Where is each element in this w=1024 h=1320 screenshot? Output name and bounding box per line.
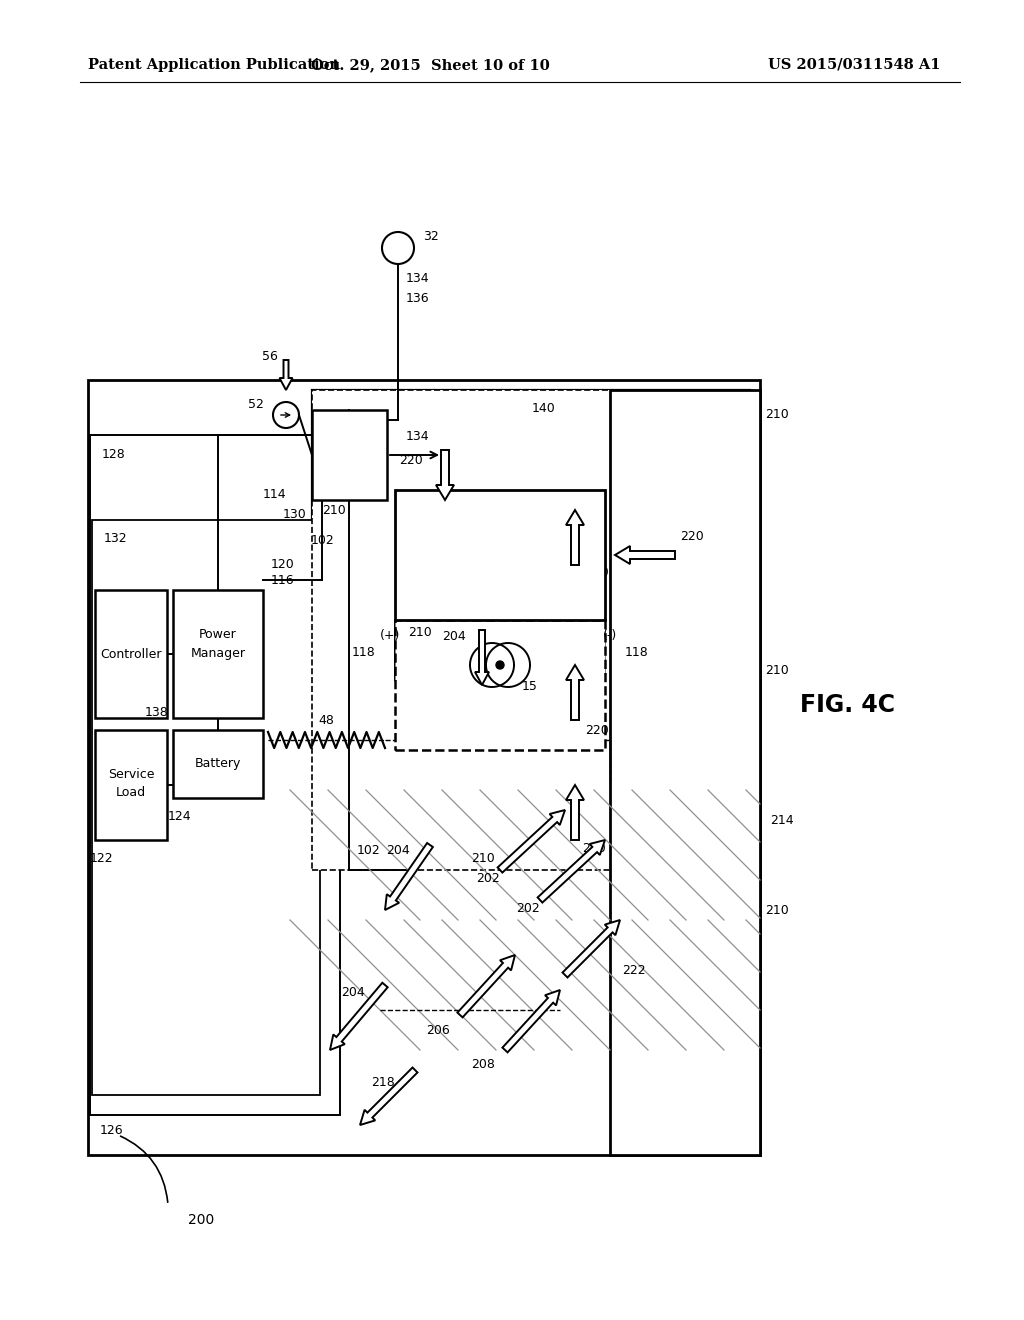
- Text: 220: 220: [582, 842, 606, 854]
- Text: Controller: Controller: [100, 648, 162, 660]
- Text: 140: 140: [532, 401, 556, 414]
- Text: 220: 220: [399, 454, 423, 466]
- Text: 222: 222: [622, 964, 645, 977]
- Polygon shape: [280, 360, 293, 389]
- Text: Manager: Manager: [190, 647, 246, 660]
- Text: 208: 208: [471, 1059, 495, 1072]
- Text: 220: 220: [585, 723, 608, 737]
- Text: 220: 220: [680, 531, 703, 544]
- Polygon shape: [436, 450, 454, 500]
- Polygon shape: [458, 954, 515, 1018]
- Text: Load: Load: [116, 787, 146, 800]
- Bar: [395, 490, 605, 620]
- Text: 48: 48: [318, 714, 334, 726]
- Text: 122: 122: [90, 851, 114, 865]
- Text: 126: 126: [100, 1123, 124, 1137]
- Text: US 2015/0311548 A1: US 2015/0311548 A1: [768, 58, 940, 73]
- Text: 52: 52: [248, 399, 264, 412]
- Polygon shape: [498, 810, 565, 873]
- Text: 202: 202: [476, 871, 500, 884]
- Text: 206: 206: [426, 1023, 450, 1036]
- Bar: [610, 389, 760, 1155]
- Text: Cell: Cell: [485, 553, 514, 568]
- Text: Service: Service: [108, 768, 155, 781]
- Text: 204: 204: [341, 986, 365, 998]
- Text: 56: 56: [262, 351, 278, 363]
- Text: 220: 220: [585, 566, 608, 579]
- Polygon shape: [360, 1068, 418, 1125]
- Text: 134: 134: [406, 272, 430, 285]
- Text: Oct. 29, 2015  Sheet 10 of 10: Oct. 29, 2015 Sheet 10 of 10: [310, 58, 549, 73]
- Text: 128: 128: [102, 449, 126, 462]
- Polygon shape: [330, 982, 388, 1049]
- Polygon shape: [385, 843, 433, 909]
- Text: Fuel: Fuel: [484, 532, 516, 548]
- Text: 120: 120: [271, 558, 295, 572]
- Text: 218: 218: [372, 1076, 395, 1089]
- Polygon shape: [615, 546, 675, 564]
- Text: Power: Power: [199, 628, 237, 642]
- Text: 204: 204: [442, 631, 466, 644]
- Polygon shape: [566, 510, 584, 565]
- Polygon shape: [566, 665, 584, 719]
- Text: 210: 210: [322, 503, 346, 516]
- Bar: [90, 436, 340, 1115]
- Bar: [395, 620, 605, 750]
- Text: 200: 200: [188, 1213, 214, 1228]
- Bar: [312, 411, 387, 500]
- Text: 118: 118: [625, 645, 649, 659]
- Text: 210: 210: [765, 408, 788, 421]
- Text: 102: 102: [356, 843, 380, 857]
- Bar: [95, 730, 167, 840]
- Text: 102: 102: [310, 533, 334, 546]
- Bar: [312, 389, 750, 520]
- Text: 210: 210: [765, 664, 788, 676]
- Bar: [173, 590, 263, 718]
- Text: (-): (-): [603, 628, 617, 642]
- Bar: [173, 730, 263, 799]
- Text: (+): (+): [380, 628, 400, 642]
- Bar: [312, 389, 750, 870]
- Text: 136: 136: [406, 292, 430, 305]
- Bar: [95, 590, 167, 718]
- Polygon shape: [475, 630, 489, 685]
- Text: 114: 114: [263, 488, 287, 502]
- Text: 204: 204: [386, 843, 410, 857]
- Text: Patent Application Publication: Patent Application Publication: [88, 58, 340, 73]
- Bar: [92, 520, 319, 1096]
- Text: Valve: Valve: [332, 441, 366, 454]
- Text: 124: 124: [168, 809, 191, 822]
- Text: 15: 15: [522, 681, 538, 693]
- Text: 132: 132: [104, 532, 128, 544]
- Text: 210: 210: [765, 903, 788, 916]
- Text: 32: 32: [423, 230, 438, 243]
- Polygon shape: [503, 990, 560, 1052]
- Text: 134: 134: [406, 430, 429, 444]
- Text: 210: 210: [471, 851, 495, 865]
- Text: 130: 130: [283, 508, 307, 521]
- Text: Battery: Battery: [195, 758, 242, 771]
- Text: FIG. 4C: FIG. 4C: [800, 693, 895, 717]
- Polygon shape: [566, 785, 584, 840]
- Text: 138: 138: [144, 706, 168, 719]
- Circle shape: [496, 661, 504, 669]
- Text: 210: 210: [408, 626, 432, 639]
- Text: 116: 116: [271, 573, 295, 586]
- Text: 118: 118: [351, 645, 375, 659]
- Text: 214: 214: [770, 813, 794, 826]
- Text: 202: 202: [516, 902, 540, 915]
- Text: Body: Body: [333, 459, 365, 473]
- Polygon shape: [562, 920, 620, 978]
- Polygon shape: [538, 840, 605, 903]
- Bar: [88, 380, 760, 1155]
